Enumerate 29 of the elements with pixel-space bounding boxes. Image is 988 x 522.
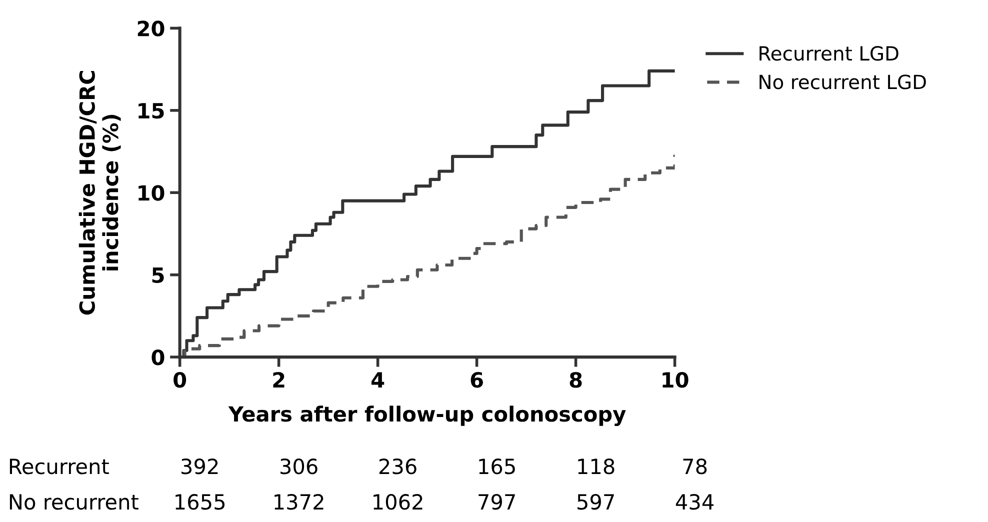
text: No recurrent — [10, 494, 138, 510]
x-tick-label: 4 — [372, 372, 384, 388]
x-tick-label: 0 — [174, 372, 186, 388]
text: 78 — [683, 458, 707, 474]
text: 434 — [676, 494, 714, 510]
text: 118 — [578, 458, 614, 474]
x-tick-label: 2 — [273, 372, 284, 388]
text: 797 — [478, 494, 515, 510]
x-tick-label: 6 — [470, 372, 483, 388]
text: Recurrent — [10, 458, 109, 474]
text: 1062 — [374, 494, 422, 510]
y-tick-label: 20 — [138, 20, 164, 36]
y-tick-label: 5 — [152, 268, 164, 284]
y-axis-title: Cumulative HGD/CRC incidence (%) — [78, 70, 121, 315]
legend-label: No recurrent LGD — [760, 74, 926, 90]
legend-label: Recurrent LGD — [760, 46, 898, 61]
text: 597 — [578, 494, 614, 510]
y-tick-label: 10 — [138, 185, 164, 201]
text: 392 — [182, 458, 218, 474]
text: 1655 — [176, 494, 225, 510]
x-axis-title: Years after follow-up colonoscopy — [228, 406, 626, 426]
text: 165 — [479, 458, 515, 474]
text: 306 — [280, 458, 318, 474]
x-tick-label: 8 — [570, 372, 582, 388]
y-tick-label: 0 — [152, 350, 164, 366]
text: 236 — [379, 458, 416, 474]
text: 1372 — [274, 494, 324, 510]
y-tick-label: 15 — [138, 103, 164, 119]
x-tick-label: 10 — [662, 372, 688, 388]
